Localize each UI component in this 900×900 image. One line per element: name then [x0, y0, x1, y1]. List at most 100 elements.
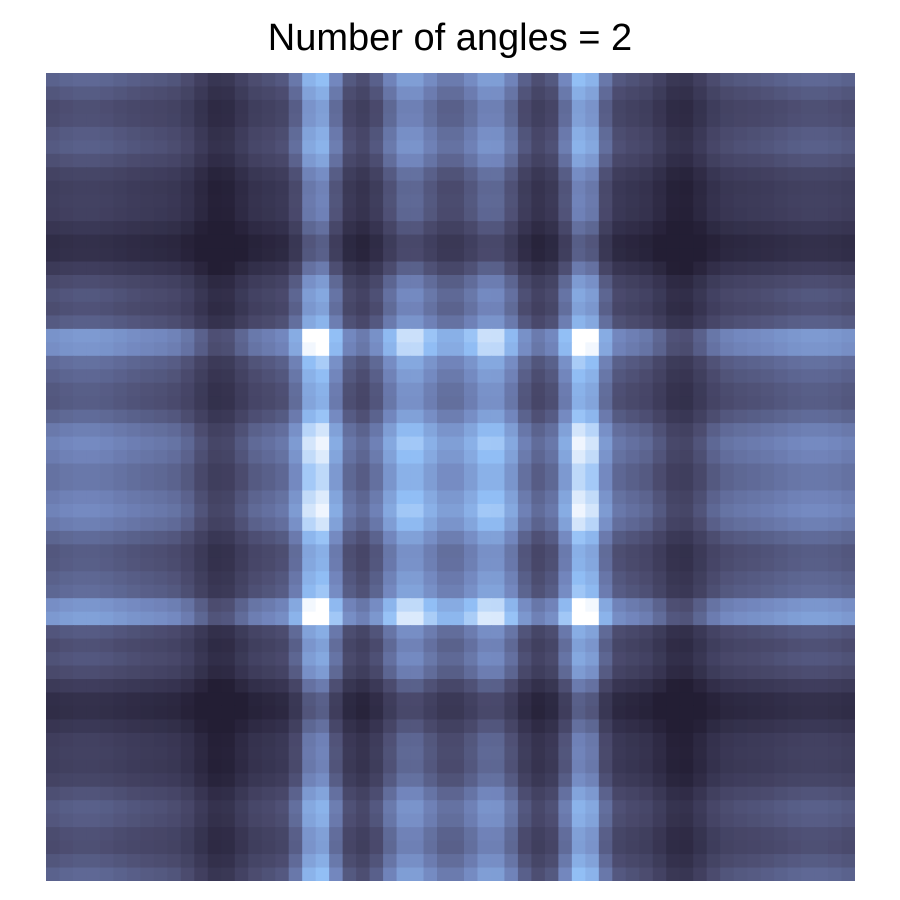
pattern-cell: [490, 99, 506, 114]
pattern-cell: [46, 194, 61, 209]
pattern-cell: [396, 503, 411, 518]
pattern-cell: [396, 638, 411, 653]
pattern-cell: [342, 396, 357, 411]
pattern-cell: [504, 652, 519, 667]
pattern-cell: [46, 369, 61, 384]
pattern-cell: [99, 328, 115, 343]
pattern-cell: [140, 759, 155, 774]
interference-pattern-image: [46, 73, 855, 881]
pattern-cell: [625, 153, 640, 168]
pattern-cell: [639, 557, 654, 572]
pattern-cell: [153, 477, 168, 492]
pattern-cell: [329, 275, 344, 290]
pattern-cell: [639, 153, 654, 168]
pattern-cell: [248, 301, 263, 316]
pattern-cell: [207, 584, 222, 599]
pattern-cell: [801, 86, 816, 101]
pattern-cell: [126, 827, 141, 842]
pattern-cell: [801, 530, 816, 545]
pattern-cell: [140, 194, 155, 209]
pattern-cell: [490, 557, 506, 572]
pattern-cell: [558, 638, 573, 653]
pattern-cell: [86, 800, 101, 815]
pattern-cell: [410, 86, 425, 101]
pattern-cell: [140, 248, 155, 263]
pattern-cell: [356, 153, 371, 168]
pattern-cell: [180, 153, 195, 168]
pattern-cell: [814, 732, 829, 747]
pattern-cell: [396, 167, 411, 182]
pattern-cell: [625, 113, 640, 128]
pattern-cell: [369, 369, 384, 384]
pattern-cell: [140, 315, 155, 330]
pattern-cell: [234, 611, 249, 626]
pattern-cell: [544, 288, 559, 303]
pattern-cell: [490, 503, 506, 518]
pattern-cell: [180, 369, 195, 384]
pattern-cell: [437, 732, 452, 747]
pattern-cell: [531, 813, 546, 828]
pattern-cell: [463, 194, 479, 209]
pattern-cell: [571, 477, 586, 492]
pattern-cell: [774, 126, 789, 141]
pattern-cell: [221, 544, 236, 559]
pattern-cell: [828, 275, 843, 290]
pattern-cell: [194, 544, 209, 559]
pattern-cell: [463, 571, 479, 586]
pattern-cell: [126, 652, 141, 667]
pattern-cell: [113, 382, 128, 397]
pattern-cell: [666, 840, 681, 855]
pattern-cell: [585, 665, 600, 680]
pattern-cell: [652, 477, 667, 492]
pattern-cell: [774, 396, 789, 411]
pattern-cell: [207, 463, 222, 478]
pattern-cell: [666, 126, 681, 141]
pattern-cell: [72, 436, 88, 451]
pattern-cell: [598, 315, 613, 330]
pattern-cell: [463, 248, 479, 263]
pattern-cell: [463, 463, 479, 478]
pattern-cell: [652, 355, 667, 370]
pattern-cell: [423, 544, 438, 559]
pattern-cell: [477, 571, 492, 586]
pattern-cell: [733, 719, 748, 734]
pattern-cell: [477, 234, 492, 249]
pattern-cell: [517, 854, 533, 869]
pattern-cell: [423, 315, 438, 330]
pattern-cell: [693, 557, 708, 572]
pattern-cell: [126, 126, 141, 141]
pattern-cell: [490, 652, 506, 667]
pattern-cell: [841, 490, 855, 505]
pattern-cell: [612, 73, 627, 88]
pattern-cell: [72, 517, 88, 532]
pattern-cell: [194, 625, 209, 640]
pattern-cell: [774, 382, 789, 397]
pattern-cell: [86, 732, 101, 747]
pattern-cell: [544, 261, 559, 276]
pattern-cell: [396, 450, 411, 465]
pattern-cell: [558, 207, 573, 222]
pattern-cell: [167, 328, 182, 343]
pattern-cell: [571, 705, 586, 720]
pattern-cell: [787, 705, 802, 720]
pattern-cell: [774, 584, 789, 599]
pattern-cell: [275, 288, 290, 303]
pattern-cell: [612, 490, 627, 505]
pattern-cell: [207, 840, 222, 855]
pattern-cell: [369, 625, 384, 640]
pattern-cell: [652, 126, 667, 141]
pattern-cell: [558, 126, 573, 141]
pattern-cell: [760, 369, 775, 384]
pattern-cell: [46, 301, 61, 316]
pattern-cell: [666, 611, 681, 626]
pattern-cell: [369, 328, 384, 343]
pattern-cell: [72, 584, 88, 599]
pattern-cell: [463, 315, 479, 330]
pattern-cell: [625, 86, 640, 101]
pattern-cell: [221, 113, 236, 128]
pattern-cell: [342, 221, 357, 236]
pattern-cell: [383, 450, 398, 465]
pattern-cell: [288, 369, 303, 384]
pattern-cell: [423, 625, 438, 640]
pattern-cell: [625, 490, 640, 505]
